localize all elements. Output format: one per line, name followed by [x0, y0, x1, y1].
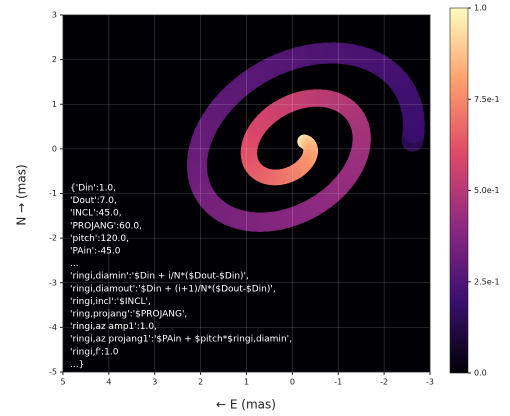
annotation-line: 'ringi,az amp1':1.0,	[70, 322, 157, 332]
annotation-line: 'PAin':-45.0	[70, 247, 121, 257]
y-tick-label: -5	[49, 368, 57, 377]
x-tick-label: 5	[60, 378, 65, 387]
annotation-line: ...}	[70, 360, 84, 370]
y-tick-label: 2	[52, 55, 57, 64]
colorbar	[450, 8, 468, 373]
annotation-line: {'Din':1.0,	[70, 184, 116, 194]
annotation-line: 'ring,projang':'$PROJANG',	[70, 310, 187, 320]
x-tick-label: -2	[380, 378, 388, 387]
annotation-line: 'Dout':7.0,	[70, 196, 117, 206]
y-tick-label: -3	[49, 278, 57, 287]
x-axis-title: ← E (mas)	[216, 398, 276, 412]
x-tick-label: 3	[152, 378, 157, 387]
x-tick-label: 1	[244, 378, 249, 387]
y-tick-label: -2	[49, 234, 57, 243]
annotation-line: 'ringi,incl':'$INCL',	[70, 297, 151, 307]
annotation-line: ...	[70, 259, 79, 269]
annotation-line: 'PROJANG':60.0,	[70, 221, 142, 231]
annotation-line: 'ringi,diamin':'$Din + i/N*($Dout-$Din)'…	[70, 272, 249, 282]
colorbar-tick-label: 2.5e-1	[474, 277, 500, 286]
y-tick-label: 1	[52, 100, 57, 109]
x-tick-label: -1	[334, 378, 342, 387]
annotation-line: 'pitch':120.0,	[70, 234, 129, 244]
y-tick-label: -4	[49, 323, 57, 332]
chart: ← E (mas) N → (mas) 5 4 3 2 1 0 -1 -2 -3 3 2 1 0 -1 -2…	[0, 0, 510, 416]
annotation-line: 'INCL':45.0,	[70, 209, 122, 219]
annotation-line: 'ringi,f':1.0	[70, 347, 119, 357]
y-tick-label: 3	[52, 11, 57, 20]
x-tick-label: 2	[198, 378, 203, 387]
annotation-line: 'ringi,az projang1':'$PAin + $pitch*$rin…	[70, 335, 292, 345]
spiral-segment	[413, 132, 414, 141]
page: {"chart_data": { "type": "image", "xlabe…	[0, 0, 510, 416]
colorbar-tick-label: 7.5e-1	[474, 95, 500, 104]
x-tick-label: -3	[426, 378, 434, 387]
x-tick-label: 4	[106, 378, 111, 387]
colorbar-tick-label: 1.0	[474, 4, 487, 13]
y-tick-label: 0	[52, 144, 57, 153]
annotation-line: 'ringi,diamout':'$Din + (i+1)/N*($Dout-$…	[70, 284, 276, 294]
y-axis-title: N → (mas)	[15, 164, 29, 225]
x-tick-label: 0	[290, 378, 295, 387]
colorbar-tick-label: 5.0e-1	[474, 186, 500, 195]
y-tick-label: -1	[49, 189, 57, 198]
colorbar-tick-label: 0.0	[474, 369, 487, 378]
